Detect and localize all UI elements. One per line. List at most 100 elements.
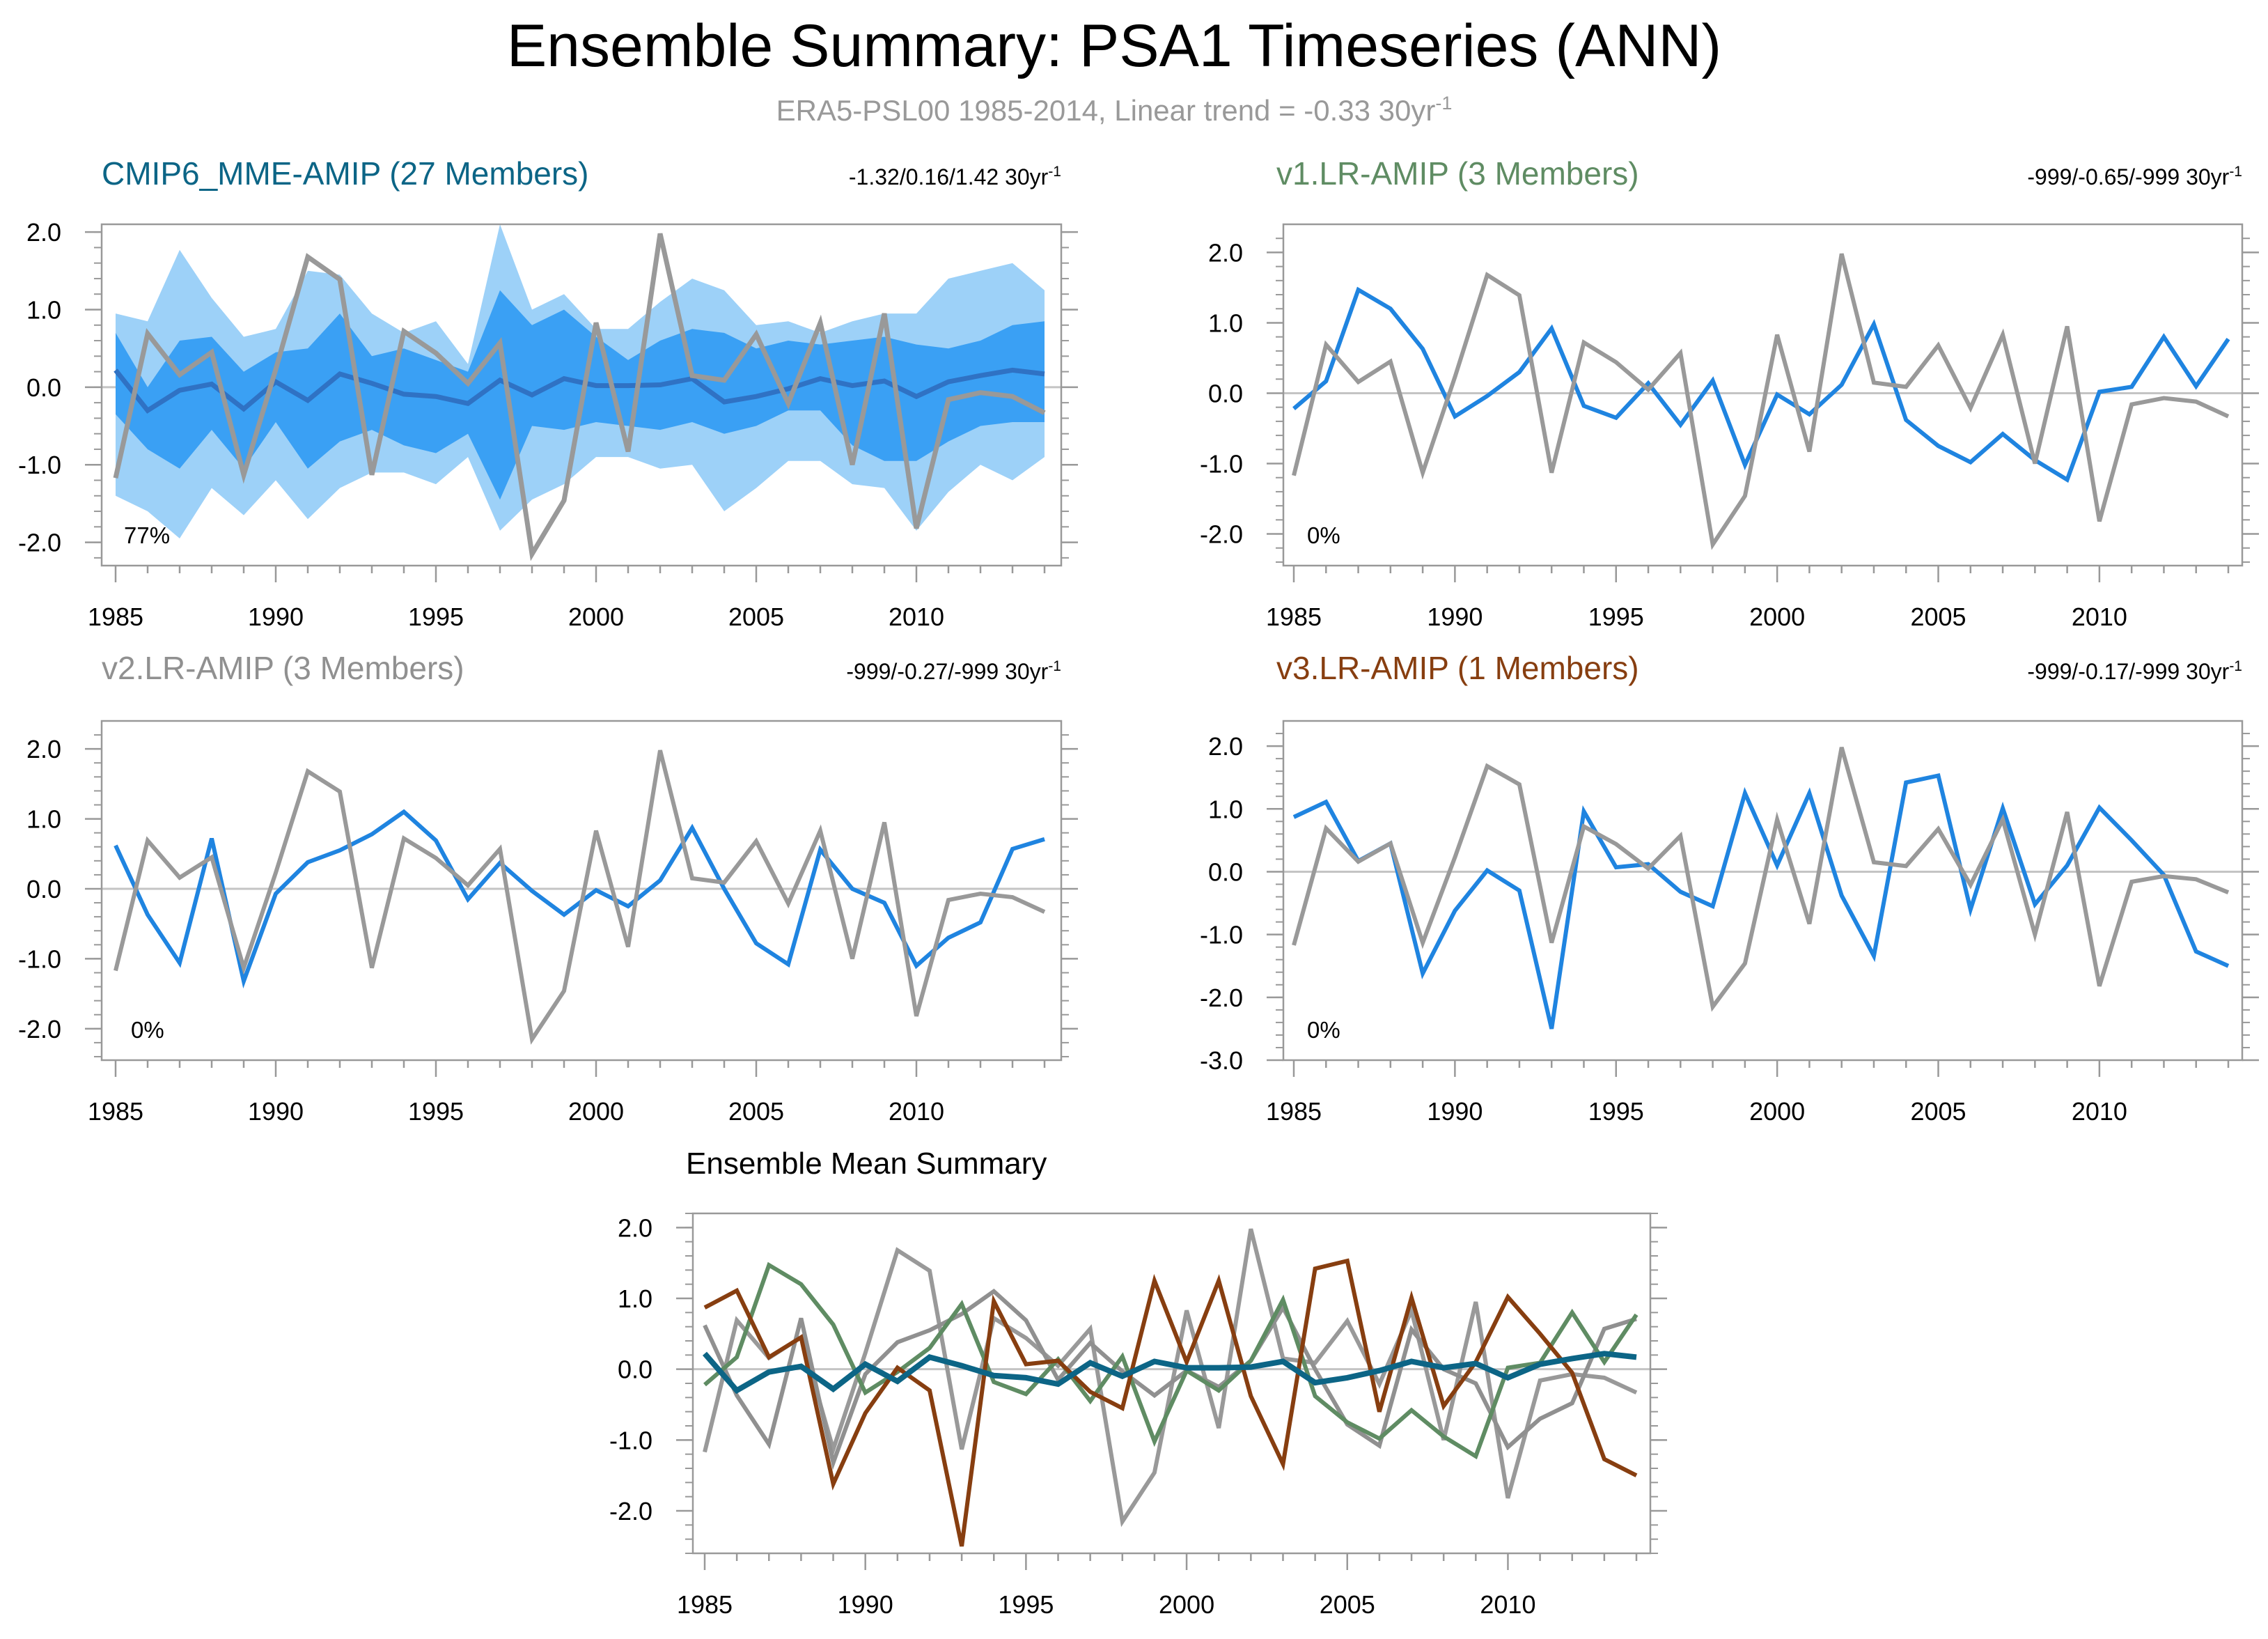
x-tick-label: 1990: [838, 1590, 893, 1619]
x-tick-label: 2000: [1159, 1590, 1214, 1619]
chart-panel-1: 2.0 1.0 0.0 -1.0 -2.0 1985 1990 1995 2000 2005 201…: [18, 155, 1078, 631]
y-tick-label: -2.0: [18, 1015, 61, 1043]
y-tick-label: -1.0: [1200, 921, 1243, 949]
y-tick-label: -3.0: [1200, 1046, 1243, 1075]
chart-panel-3: 2.0 1.0 0.0 -1.0 -2.0 1985 1990 1995 2000 2005 201…: [18, 650, 1078, 1126]
y-tick-label: -1.0: [609, 1426, 652, 1454]
y-tick-label: -2.0: [609, 1497, 652, 1525]
subtitle-text: ERA5-PSL00 1985-2014, Linear trend = -0.…: [776, 94, 1436, 127]
trend-text: -999/-0.65/-999 30yr-1: [2027, 164, 2242, 189]
series-line-cmip6-mme-amip: [702, 1351, 1637, 1395]
percent-label: 77%: [124, 522, 170, 548]
percent-label: 0%: [131, 1017, 164, 1043]
series-line-era5-psl00: [1292, 253, 2230, 550]
panel-title: v3.LR-AMIP (1 Members): [1276, 650, 1639, 686]
x-tick-label: 1995: [998, 1590, 1054, 1619]
y-tick-label: 1.0: [1208, 309, 1243, 337]
trend-value: -999/-0.27/-999 30yr: [846, 659, 1048, 684]
trend-value: -999/-0.17/-999 30yr: [2027, 659, 2229, 684]
panel-title: Ensemble Mean Summary: [686, 1147, 1047, 1181]
y-tick-label: 0.0: [26, 875, 61, 903]
x-tick-label: 1990: [248, 1097, 304, 1126]
y-tick-label: 2.0: [1208, 238, 1243, 267]
plot-frame: [1282, 223, 2244, 567]
x-tick-label: 1995: [408, 1097, 464, 1126]
x-tick-label: 1995: [1588, 603, 1644, 631]
x-tick-label: 1985: [1266, 1097, 1322, 1126]
y-tick-label: 0.0: [1208, 857, 1243, 886]
x-tick-label: 1985: [88, 603, 143, 631]
x-tick-label: 2010: [889, 1097, 944, 1126]
x-tick-label: 1995: [1588, 1097, 1644, 1126]
x-tick-label: 2005: [1320, 1590, 1375, 1619]
series-line-v2-lr-amip: [703, 1288, 1637, 1470]
y-tick-label: -1.0: [1200, 450, 1243, 479]
trend-superscript: -1: [2229, 658, 2242, 674]
x-tick-label: 2005: [728, 603, 784, 631]
y-tick-label: 0.0: [1208, 379, 1243, 407]
plot-frame: [100, 223, 1063, 567]
x-tick-label: 1990: [1427, 603, 1483, 631]
x-tick-label: 2000: [1749, 603, 1805, 631]
panel-title: v2.LR-AMIP (3 Members): [102, 650, 464, 686]
x-tick-label: 2010: [2072, 603, 2127, 631]
x-tick-label: 1990: [1427, 1097, 1483, 1126]
y-tick-label: 1.0: [1208, 795, 1243, 823]
main-subtitle: ERA5-PSL00 1985-2014, Linear trend = -0.…: [776, 93, 1453, 127]
x-tick-label: 2005: [728, 1097, 784, 1126]
x-tick-label: 1985: [88, 1097, 143, 1126]
panel-title: CMIP6_MME-AMIP (27 Members): [102, 155, 589, 192]
chart-panel-4: 2.0 1.0 0.0 -1.0 -2.0 -3.0 1985 1990 1995 2000 200…: [1200, 650, 2259, 1126]
x-tick-label: 1995: [408, 603, 464, 631]
plot-frame: [1282, 720, 2244, 1062]
y-tick-label: -2.0: [1200, 984, 1243, 1012]
y-tick-label: 2.0: [1208, 732, 1243, 761]
trend-text: -1.32/0.16/1.42 30yr-1: [849, 164, 1061, 189]
y-tick-label: -1.0: [18, 451, 61, 479]
x-tick-label: 2000: [1749, 1097, 1805, 1126]
y-tick-label: 1.0: [26, 805, 61, 834]
y-tick-label: 0.0: [26, 373, 61, 402]
percent-label: 0%: [1307, 522, 1340, 548]
x-tick-label: 1990: [248, 603, 304, 631]
trend-value: -999/-0.65/-999 30yr: [2027, 164, 2229, 189]
y-tick-label: 1.0: [26, 296, 61, 325]
series-line-v1-lr-amip: [1292, 286, 2230, 483]
y-tick-label: 2.0: [618, 1213, 652, 1242]
y-tick-label: 2.0: [26, 218, 61, 247]
chart-panel-5: 2.0 1.0 0.0 -1.0 -2.0 1985 1990 1995 2000 2005 201…: [609, 1147, 1667, 1619]
y-tick-label: -1.0: [18, 945, 61, 973]
main-title: Ensemble Summary: PSA1 Timeseries (ANN): [507, 13, 1721, 79]
series-line-era5-psl00: [1292, 747, 2230, 1012]
x-tick-label: 2000: [568, 1097, 624, 1126]
x-tick-label: 2010: [889, 603, 944, 631]
y-tick-label: 1.0: [618, 1284, 652, 1313]
x-tick-label: 2005: [1910, 1097, 1966, 1126]
panel-title: v1.LR-AMIP (3 Members): [1276, 155, 1639, 192]
trend-value: -1.32/0.16/1.42 30yr: [849, 164, 1049, 189]
series-line-era5-psl00: [113, 233, 1046, 561]
x-tick-label: 2000: [568, 603, 624, 631]
y-tick-label: 0.0: [618, 1356, 652, 1384]
trend-superscript: -1: [1048, 164, 1061, 180]
y-tick-label: 2.0: [26, 735, 61, 763]
series-line-era5-psl00: [114, 749, 1046, 1045]
x-tick-label: 2005: [1910, 603, 1966, 631]
subtitle-superscript: -1: [1435, 93, 1452, 114]
y-tick-label: -2.0: [18, 529, 61, 557]
x-tick-label: 1985: [1266, 603, 1322, 631]
x-tick-label: 2010: [2072, 1097, 2127, 1126]
trend-superscript: -1: [2229, 164, 2242, 180]
trend-text: -999/-0.17/-999 30yr-1: [2027, 658, 2242, 684]
x-tick-label: 1985: [677, 1590, 733, 1619]
series-line-v3-lr-amip: [1292, 772, 2230, 1030]
percent-label: 0%: [1307, 1017, 1340, 1043]
trend-text: -999/-0.27/-999 30yr-1: [846, 658, 1061, 684]
series-line-v3-lr-amip: [703, 1258, 1638, 1547]
chart-panel-2: 2.0 1.0 0.0 -1.0 -2.0 1985 1990 1995 2000 2005 201…: [1200, 155, 2259, 631]
x-tick-label: 2010: [1480, 1590, 1535, 1619]
trend-superscript: -1: [1048, 658, 1061, 674]
y-tick-label: -2.0: [1200, 520, 1243, 549]
plot-frame: [100, 720, 1063, 1062]
